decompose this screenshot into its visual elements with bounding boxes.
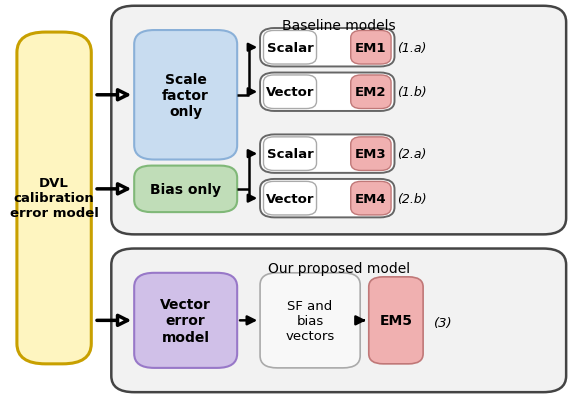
Text: EM5: EM5 xyxy=(380,313,412,328)
FancyBboxPatch shape xyxy=(263,31,317,65)
FancyBboxPatch shape xyxy=(369,277,423,364)
Text: Baseline models: Baseline models xyxy=(282,19,395,33)
Text: EM3: EM3 xyxy=(355,148,387,161)
FancyBboxPatch shape xyxy=(17,33,91,364)
Text: SF and
bias
vectors: SF and bias vectors xyxy=(286,299,335,342)
Text: (3): (3) xyxy=(434,316,453,329)
FancyBboxPatch shape xyxy=(351,138,391,171)
FancyBboxPatch shape xyxy=(260,179,395,218)
Text: Scalar: Scalar xyxy=(267,42,314,55)
Text: EM1: EM1 xyxy=(355,42,387,55)
FancyBboxPatch shape xyxy=(134,166,237,213)
Text: Vector
error
model: Vector error model xyxy=(160,297,211,344)
Text: Our proposed model: Our proposed model xyxy=(267,261,410,275)
FancyBboxPatch shape xyxy=(351,76,391,109)
FancyBboxPatch shape xyxy=(260,29,395,67)
Text: Scale
factor
only: Scale factor only xyxy=(162,72,209,119)
FancyBboxPatch shape xyxy=(351,182,391,215)
Text: (1.a): (1.a) xyxy=(397,42,426,55)
Text: Vector: Vector xyxy=(266,192,314,205)
Text: Scalar: Scalar xyxy=(267,148,314,161)
FancyBboxPatch shape xyxy=(112,249,566,392)
Text: EM2: EM2 xyxy=(355,86,387,99)
FancyBboxPatch shape xyxy=(112,7,566,235)
FancyBboxPatch shape xyxy=(263,138,317,171)
Text: Vector: Vector xyxy=(266,86,314,99)
FancyBboxPatch shape xyxy=(134,273,237,368)
Text: Bias only: Bias only xyxy=(150,182,221,196)
FancyBboxPatch shape xyxy=(260,135,395,173)
Text: (2.a): (2.a) xyxy=(397,148,426,161)
Text: EM4: EM4 xyxy=(355,192,387,205)
FancyBboxPatch shape xyxy=(263,182,317,215)
FancyBboxPatch shape xyxy=(260,73,395,112)
Text: (1.b): (1.b) xyxy=(397,86,426,99)
FancyBboxPatch shape xyxy=(263,76,317,109)
Text: DVL
calibration
error model: DVL calibration error model xyxy=(10,177,99,220)
FancyBboxPatch shape xyxy=(351,31,391,65)
FancyBboxPatch shape xyxy=(134,31,237,160)
FancyBboxPatch shape xyxy=(260,273,360,368)
Text: (2.b): (2.b) xyxy=(397,192,426,205)
